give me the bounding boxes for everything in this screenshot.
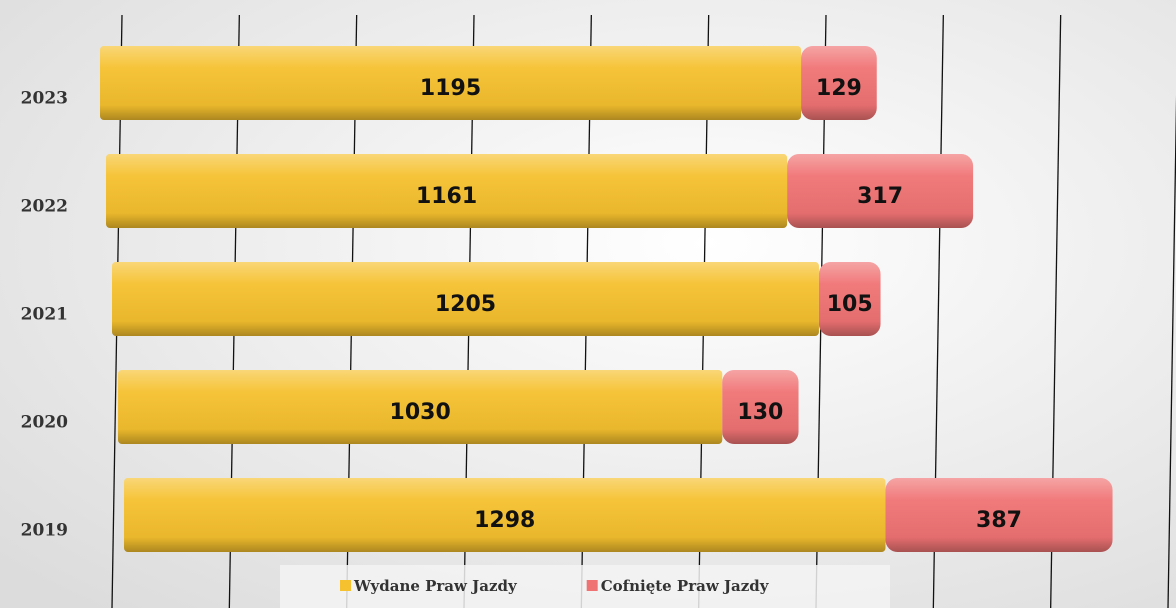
data-label: 1298 — [474, 508, 535, 533]
data-label: 1030 — [390, 400, 451, 425]
data-label: 1205 — [435, 292, 496, 317]
y-tick-label: 2022 — [21, 197, 68, 217]
data-label: 1161 — [416, 184, 477, 209]
grid-line — [1167, 95, 1176, 608]
bar-shade — [885, 478, 1113, 552]
data-label: 1195 — [420, 76, 481, 101]
bar-shade — [818, 262, 881, 336]
data-label: 130 — [737, 400, 783, 425]
y-tick-label: 2023 — [21, 89, 68, 109]
y-tick-label: 2019 — [21, 521, 68, 541]
data-label: 317 — [857, 184, 903, 209]
data-label: 105 — [827, 292, 873, 317]
bar-shade — [106, 154, 788, 228]
bar-shade — [100, 46, 802, 120]
legend-swatch — [586, 580, 598, 591]
legend-label: Wydane Praw Jazdy — [353, 577, 518, 595]
bar-shade — [722, 370, 799, 444]
data-label: 129 — [816, 76, 862, 101]
legend-swatch — [340, 580, 351, 591]
bar-shade — [124, 478, 886, 552]
bar-shade — [118, 370, 723, 444]
legend-label: Cofnięte Praw Jazdy — [601, 577, 770, 595]
data-label: 387 — [976, 508, 1022, 533]
y-tick-label: 2021 — [21, 305, 68, 325]
y-tick-label: 2020 — [21, 413, 68, 433]
bar-shade — [112, 262, 819, 336]
bar-shade — [801, 46, 877, 120]
bar-shade — [787, 154, 974, 228]
legend-box — [280, 565, 890, 608]
